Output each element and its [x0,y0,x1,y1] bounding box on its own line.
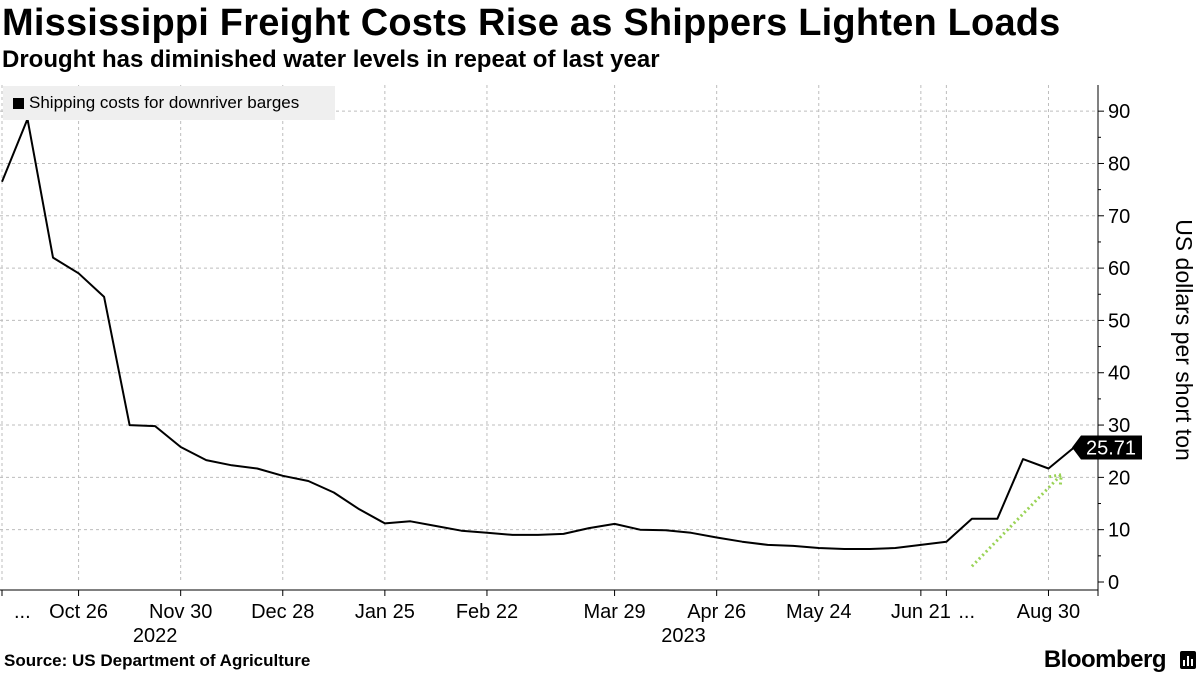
annotation-layer: 25.71 [970,435,1142,568]
source-note: Source: US Department of Agriculture [4,651,311,670]
legend: Shipping costs for downriver barges [3,86,335,120]
y-tick-label: 30 [1108,415,1130,437]
last-value-badge: 25.71 [1072,435,1142,460]
chart-icon [1180,651,1196,669]
y-tick-label: 20 [1108,467,1130,489]
last-value-label: 25.71 [1086,437,1136,459]
y-tick-label: 70 [1108,206,1130,228]
y-tick-label: 40 [1108,363,1130,385]
legend-label: Shipping costs for downriver barges [29,93,300,112]
x-tick-label: ... [958,601,975,623]
y-tick-label: 0 [1108,572,1119,594]
x-tick-label: Aug 30 [1017,601,1080,623]
trend-arrow-line [970,473,1063,568]
y-tick-label: 50 [1108,310,1130,332]
last-value-badge-shape [1072,435,1142,460]
y-tick-label: 90 [1108,101,1130,123]
x-tick-label: Nov 30 [149,601,212,623]
brand-logo: Bloomberg [1043,646,1167,673]
x-tick-label: Dec 28 [251,601,314,623]
chart-subtitle: Drought has diminished water levels in r… [2,46,660,73]
x-tick-label: Jun 21 [891,601,951,623]
grid-layer [0,85,1098,582]
chart-title: Mississippi Freight Costs Rise as Shippe… [2,2,1061,44]
x-tick-label: Jan 25 [355,601,415,623]
series-line [1,118,1075,550]
trend-arrow-head [1048,472,1063,487]
series-layer [1,118,1075,550]
x-year-label: 2022 [133,625,178,647]
x-tick-label: Feb 22 [456,601,518,623]
legend-swatch [13,97,24,109]
x-tick-label: May 24 [786,601,852,623]
x-year-label: 2023 [661,625,706,647]
y-tick-label: 10 [1108,520,1130,542]
y-tick-label: 80 [1108,153,1130,175]
x-tick-label: Mar 29 [583,601,645,623]
y-axis-title: US dollars per short ton [1171,219,1197,461]
x-tick-label: Oct 26 [49,601,108,623]
x-tick-label: Apr 26 [687,601,746,623]
x-tick-label: ... [14,601,31,623]
y-tick-label: 60 [1108,258,1130,280]
axis-layer: 0 10 20 30 40 50 60 70 80 90... Oct 26 Nov 30 Dec 28… [0,85,1197,647]
